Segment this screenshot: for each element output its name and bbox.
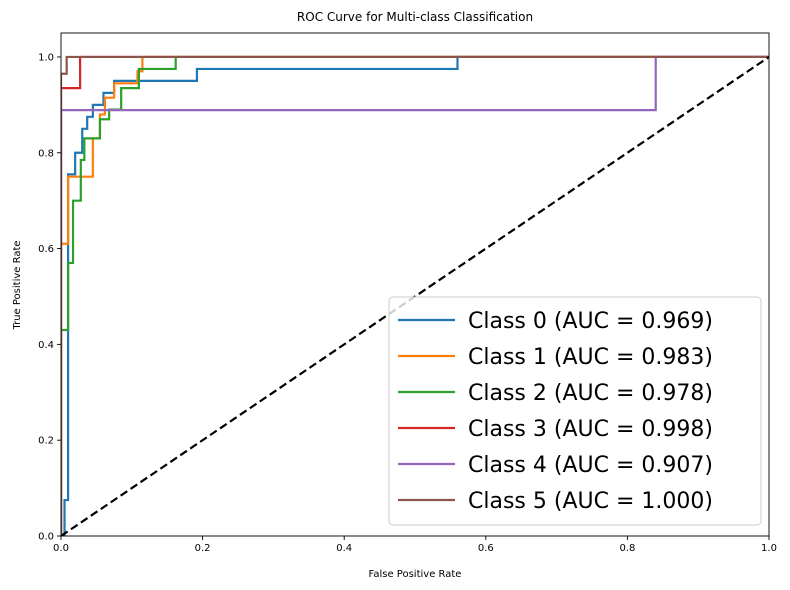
roc-line-class-5 <box>61 55 769 536</box>
x-tick-label: 0.8 <box>619 543 635 554</box>
y-axis-title: True Positive Rate <box>12 240 23 330</box>
roc-line-class-2 <box>61 55 769 536</box>
x-tick-label: 0.6 <box>478 543 494 554</box>
series-group <box>61 55 769 536</box>
axes-frame <box>60 32 770 537</box>
y-tick-label: 1.0 <box>38 52 54 63</box>
plot-area: 0.0 0.2 0.4 0.6 0.8 1.0 0.0 0.2 0.4 0.6 0.8 1.0 <box>38 32 777 554</box>
legend-label-class-4: Class 4 (AUC = 0.907) <box>468 453 713 478</box>
y-tick-label: 0.8 <box>38 148 54 159</box>
legend: Class 0 (AUC = 0.969) Class 1 (AUC = 0.98… <box>388 296 762 526</box>
legend-label-class-5: Class 5 (AUC = 1.000) <box>468 489 713 514</box>
legend-label-class-2: Class 2 (AUC = 0.978) <box>468 381 713 406</box>
reference-diagonal-line <box>61 56 769 536</box>
y-tick-label: 0.6 <box>38 244 54 255</box>
y-tick-label: 0.2 <box>38 436 54 447</box>
legend-box <box>388 296 762 526</box>
x-tick-label: 1.0 <box>761 543 777 554</box>
x-tick-label: 0.0 <box>53 543 69 554</box>
legend-label-class-0: Class 0 (AUC = 0.969) <box>468 309 713 334</box>
y-tick-label: 0.4 <box>38 340 54 351</box>
x-axis-title: False Positive Rate <box>369 569 462 580</box>
chart-title: ROC Curve for Multi-class Classification <box>297 10 533 24</box>
y-tick-label: 0.0 <box>38 532 54 543</box>
legend-label-class-3: Class 3 (AUC = 0.998) <box>468 417 713 442</box>
x-tick-label: 0.4 <box>336 543 352 554</box>
x-tick-label: 0.2 <box>195 543 211 554</box>
legend-label-class-1: Class 1 (AUC = 0.983) <box>468 345 713 370</box>
